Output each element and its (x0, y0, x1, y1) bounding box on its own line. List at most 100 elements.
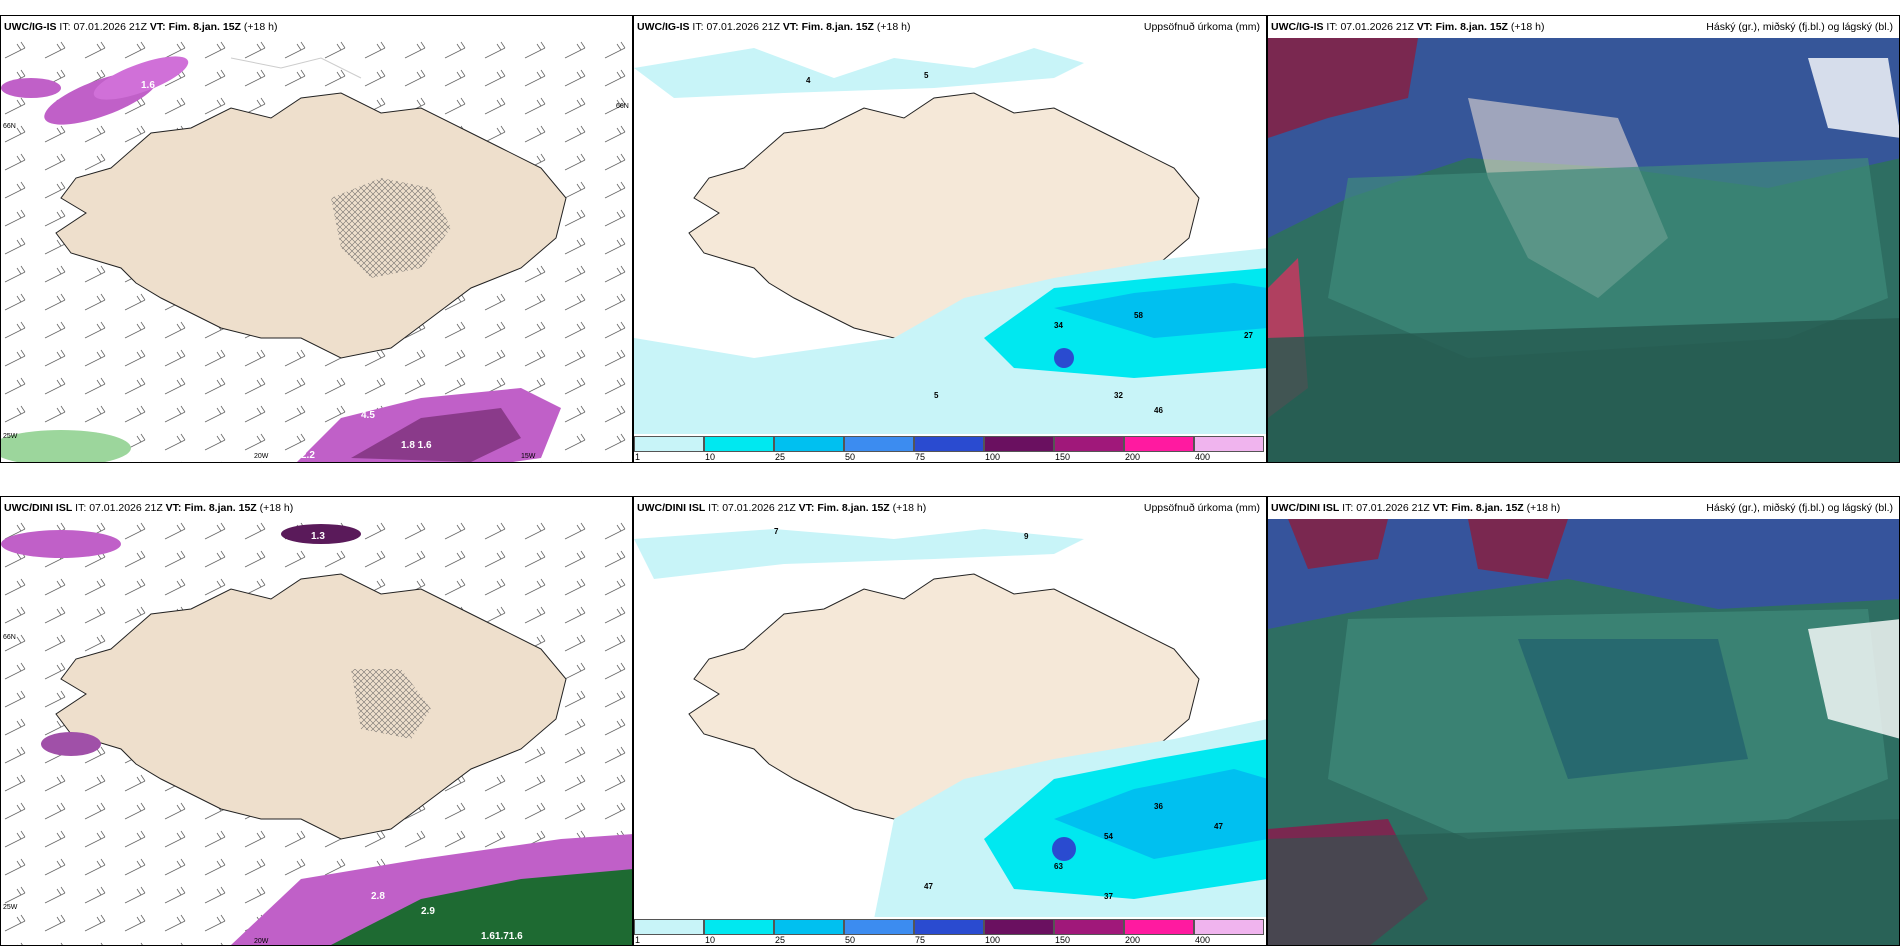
lead-time: (+18 h) (876, 21, 911, 33)
lead-time: (+18 h) (243, 21, 278, 33)
vt-label: VT: (798, 502, 815, 514)
wind-value: 1.6 (141, 80, 155, 91)
it-value: 07.01.2026 21Z (1340, 21, 1414, 33)
vt-label: VT: (1432, 502, 1449, 514)
wind-value: 0.4 (79, 761, 93, 772)
vt-value: Fim. 8.jan. 15Z (168, 21, 241, 33)
field-name: Háský (gr.), miðský (fj.bl.) og lágský (… (1706, 502, 1893, 514)
vt-value: Fim. 8.jan. 15Z (1435, 21, 1508, 33)
panel-title: UWC/DINI ISL IT: 07.01.2026 21Z VT: Fim.… (1268, 497, 1899, 519)
precip-value: 37 (1104, 892, 1113, 901)
axis-label: 66N (3, 634, 16, 641)
colorbar-tick: 10 (705, 452, 716, 462)
colorbar-tick: 75 (915, 935, 926, 945)
field-name: Uppsöfnuð úrkoma (mm) (1143, 502, 1260, 514)
precip-panel-bottom: UWC/DINI ISL IT: 07.01.2026 21Z VT: Fim.… (633, 496, 1267, 946)
cloud-panel-bottom: UWC/DINI ISL IT: 07.01.2026 21Z VT: Fim.… (1267, 496, 1900, 946)
colorbar-tick: 400 (1195, 452, 1211, 462)
colorbar-tick: 100 (985, 452, 1001, 462)
axis-label: 20W (254, 453, 269, 460)
it-label: IT: (1342, 502, 1354, 514)
it-label: IT: (1326, 21, 1338, 33)
colorbar-tick: 25 (775, 452, 786, 462)
vt-label: VT: (1416, 21, 1433, 33)
wind-panel-bottom: UWC/DINI ISL IT: 07.01.2026 21Z VT: Fim.… (0, 496, 633, 946)
colorbar-tick: 400 (1195, 935, 1211, 945)
vt-label: VT: (149, 21, 166, 33)
model-name: UWC/DINI ISL (4, 502, 73, 514)
colorbar-tick: 50 (845, 452, 856, 462)
precip-value: 47 (1214, 822, 1223, 831)
colorbar-tick: 200 (1125, 452, 1141, 462)
wind-value: 1.3 (311, 531, 325, 542)
vt-label: VT: (782, 21, 799, 33)
precip-map: 4 5 34 58 27 32 46 5 (634, 48, 1266, 436)
model-name: UWC/IG-IS (637, 21, 690, 33)
cloud-map (1268, 38, 1899, 462)
axis-label: 25W (3, 433, 18, 440)
it-value: 07.01.2026 21Z (89, 502, 163, 514)
wind-value: 1.61.71.6 (481, 931, 523, 942)
field-name: Háský (gr.), miðský (fj.bl.) og lágský (… (1706, 21, 1893, 33)
wind-map: 1.3 0.4 2.8 2.9 1.61.71.6 66N 25W 20W (1, 519, 632, 945)
lead-time: (+18 h) (892, 502, 927, 514)
model-name: UWC/DINI ISL (637, 502, 706, 514)
axis-label: 15W (521, 453, 536, 460)
vt-value: Fim. 8.jan. 15Z (801, 21, 874, 33)
colorbar-tick: 75 (915, 452, 926, 462)
colorbar-tick: 10 (705, 935, 716, 945)
precip-value: 9 (1024, 532, 1029, 541)
precip-value: 27 (1244, 331, 1253, 340)
colorbar-tick: 150 (1055, 935, 1071, 945)
model-name: UWC/IG-IS (4, 21, 57, 33)
axis-label: 66N (3, 123, 16, 130)
wind-value: 1.3 (121, 120, 135, 131)
precip-panel-top: UWC/IG-IS IT: 07.01.2026 21Z VT: Fim. 8.… (633, 15, 1267, 463)
vt-label: VT: (165, 502, 182, 514)
wind-value: 2.8 (371, 891, 385, 902)
vt-value: Fim. 8.jan. 15Z (184, 502, 257, 514)
it-label: IT: (692, 21, 704, 33)
it-label: IT: (59, 21, 71, 33)
precip-value: 36 (1154, 802, 1163, 811)
precip-map: 7 9 36 47 54 63 37 47 (634, 527, 1266, 919)
it-label: IT: (708, 502, 720, 514)
wind-value: 4.5 (361, 410, 375, 421)
wind-map: 1.6 1.3 4.5 1.8 1.6 2.2 66N 25W 66N 20W … (1, 38, 632, 462)
precip-value: 4 (806, 76, 811, 85)
precip-value: 46 (1154, 406, 1163, 415)
precip-value: 47 (924, 882, 933, 891)
it-value: 07.01.2026 21Z (73, 21, 147, 33)
field-name: Uppsöfnuð úrkoma (mm) (1143, 21, 1260, 33)
axis-label: 20W (254, 938, 269, 945)
precip-value: 63 (1054, 862, 1063, 871)
precip-value: 5 (934, 391, 939, 400)
lead-time: (+18 h) (259, 502, 294, 514)
wind-value: 2.9 (421, 906, 435, 917)
precip-value: 32 (1114, 391, 1123, 400)
panel-title: UWC/DINI ISL IT: 07.01.2026 21Z VT: Fim.… (1, 497, 632, 519)
panel-title: UWC/IG-IS IT: 07.01.2026 21Z VT: Fim. 8.… (634, 16, 1266, 38)
cloud-panel-top: UWC/IG-IS IT: 07.01.2026 21Z VT: Fim. 8.… (1267, 15, 1900, 463)
axis-label: 25W (3, 904, 18, 911)
model-name: UWC/DINI ISL (1271, 502, 1340, 514)
panel-title: UWC/DINI ISL IT: 07.01.2026 21Z VT: Fim.… (634, 497, 1266, 519)
it-value: 07.01.2026 21Z (722, 502, 796, 514)
precip-value: 5 (924, 71, 929, 80)
colorbar-tick: 1 (635, 452, 641, 462)
it-label: IT: (75, 502, 87, 514)
vt-value: Fim. 8.jan. 15Z (1451, 502, 1524, 514)
panel-title: UWC/IG-IS IT: 07.01.2026 21Z VT: Fim. 8.… (1268, 16, 1899, 38)
panel-title: UWC/IG-IS IT: 07.01.2026 21Z VT: Fim. 8.… (1, 16, 632, 38)
precip-value: 34 (1054, 321, 1063, 330)
colorbar-tick: 100 (985, 935, 1001, 945)
wind-value: 2.2 (301, 450, 315, 461)
wind-panel-top: UWC/IG-IS IT: 07.01.2026 21Z VT: Fim. 8.… (0, 15, 633, 463)
colorbar-tick: 50 (845, 935, 856, 945)
colorbar-tick: 25 (775, 935, 786, 945)
precip-value: 58 (1134, 311, 1143, 320)
vt-value: Fim. 8.jan. 15Z (817, 502, 890, 514)
colorbar-tick: 1 (635, 935, 641, 945)
axis-label: 66N (616, 103, 629, 110)
model-name: UWC/IG-IS (1271, 21, 1324, 33)
